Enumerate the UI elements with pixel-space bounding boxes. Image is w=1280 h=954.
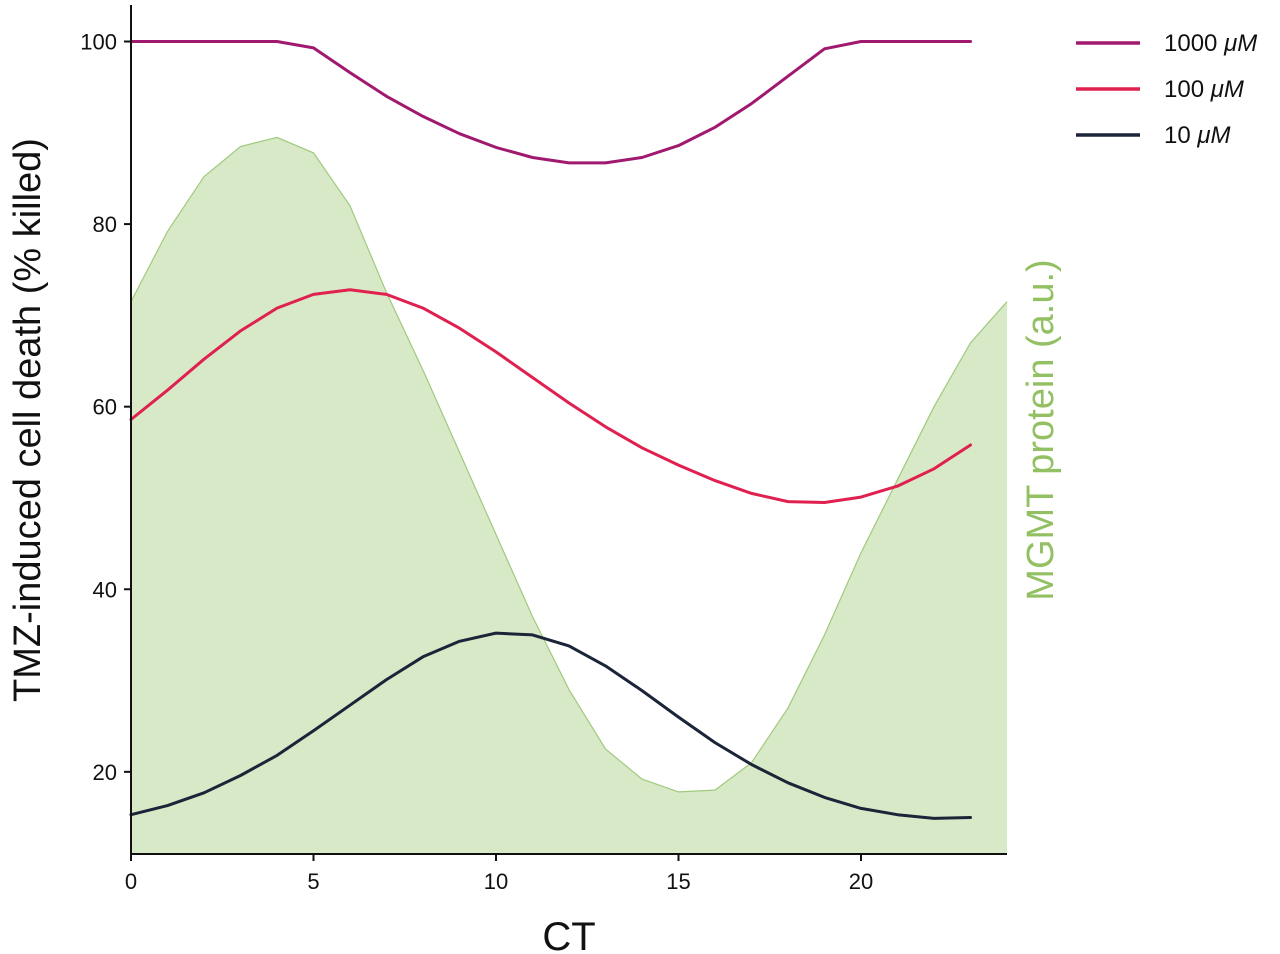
y2-axis-label: MGMT protein (a.u.)	[1020, 259, 1062, 600]
legend-label-2: 10 μM	[1164, 122, 1231, 149]
series-line-1	[129, 288, 972, 504]
mgmt-area-layer	[130, 136, 1008, 854]
x-tick-label: 20	[849, 869, 873, 894]
x-tick-label: 15	[666, 869, 690, 894]
x-ticks: 0 5 10 15 20	[125, 854, 873, 894]
y-tick-label: 60	[93, 395, 117, 420]
series-layer	[129, 40, 972, 820]
y-tick-label: 100	[80, 30, 117, 55]
legend-label-1: 100 μM	[1164, 76, 1244, 103]
x-axis-label: CT	[542, 915, 595, 954]
mgmt-area	[131, 137, 1007, 854]
y-axis-label: TMZ-induced cell death (% killed)	[7, 138, 49, 702]
y-tick-label: 80	[93, 212, 117, 237]
mgmt-area-edge	[130, 136, 1008, 793]
x-tick-label: 0	[125, 869, 137, 894]
series-line-0	[129, 40, 972, 165]
x-tick-label: 5	[307, 869, 319, 894]
series-line-2	[129, 631, 972, 820]
x-tick-label: 10	[484, 869, 508, 894]
y-ticks: 20 40 60 80 100	[80, 30, 131, 785]
legend-label-0: 1000 μM	[1164, 30, 1257, 57]
legend: 1000 μM 100 μM 10 μM	[1076, 30, 1257, 149]
y-tick-label: 20	[93, 760, 117, 785]
y-tick-label: 40	[93, 577, 117, 602]
